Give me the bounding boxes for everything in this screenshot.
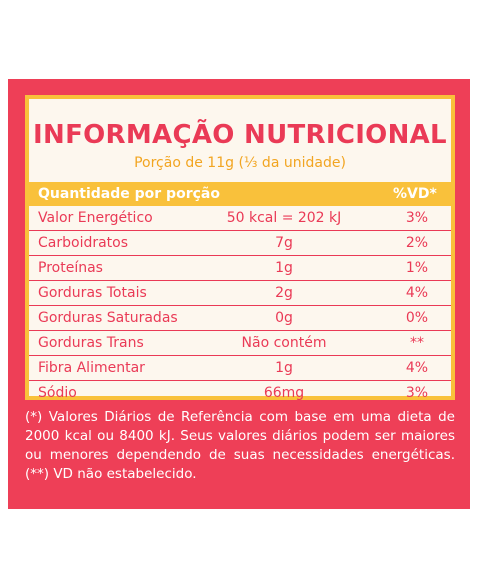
table-row: Gorduras Saturadas 0g 0% [29,306,451,331]
table-row: Gorduras Trans Não contém ** [29,331,451,356]
nutrient-daily-value: 0% [405,310,429,326]
table-row: Valor Energético 50 kcal = 202 kJ 3% [29,206,451,231]
nutrient-name: Fibra Alimentar [38,360,145,376]
table-row: Sódio 66mg 3% [29,381,451,406]
serving-size: Porção de 11g (⅓ da unidade) [134,155,346,171]
table-header: Quantidade por porção %VD* [29,182,451,206]
table-row: Gorduras Totais 2g 4% [29,281,451,306]
nutrient-quantity: Não contém [241,335,327,351]
nutrition-label-panel: INFORMAÇÃO NUTRICIONAL Porção de 11g (⅓ … [8,79,470,509]
nutrient-name: Valor Energético [38,210,153,226]
nutrient-quantity: 50 kcal = 202 kJ [226,210,342,226]
nutrient-daily-value: 1% [405,260,429,276]
nutrient-daily-value: 4% [405,360,429,376]
nutrient-quantity: 7g [275,235,293,251]
nutrient-daily-value: 2% [405,235,429,251]
header-quantity-per-serving: Quantidade por porção [38,186,220,202]
table-row: Carboidratos 7g 2% [29,231,451,256]
nutrient-quantity: 1g [275,360,293,376]
nutrient-name: Carboidratos [38,235,129,251]
nutrient-name: Gorduras Totais [38,285,147,301]
nutrient-daily-value: ** [410,335,424,351]
nutrient-quantity: 1g [275,260,293,276]
header-daily-value: %VD* [393,186,437,202]
nutrient-daily-value: 3% [405,385,429,401]
table-row: Fibra Alimentar 1g 4% [29,356,451,381]
nutrient-daily-value: 3% [405,210,429,226]
nutrient-name: Proteínas [38,260,103,276]
nutrient-quantity: 2g [275,285,293,301]
nutrition-facts-card: INFORMAÇÃO NUTRICIONAL Porção de 11g (⅓ … [25,95,455,401]
nutrient-name: Sódio [38,385,77,401]
table-row: Proteínas 1g 1% [29,256,451,281]
nutrient-name: Gorduras Trans [38,335,144,351]
nutrient-quantity: 66mg [263,385,305,401]
nutrient-quantity: 0g [275,310,293,326]
nutrient-daily-value: 4% [405,285,429,301]
nutrient-name: Gorduras Saturadas [38,310,178,326]
daily-value-footnote: (*) Valores Diários de Referência com ba… [25,409,455,482]
label-title: INFORMAÇÃO NUTRICIONAL [33,120,447,150]
